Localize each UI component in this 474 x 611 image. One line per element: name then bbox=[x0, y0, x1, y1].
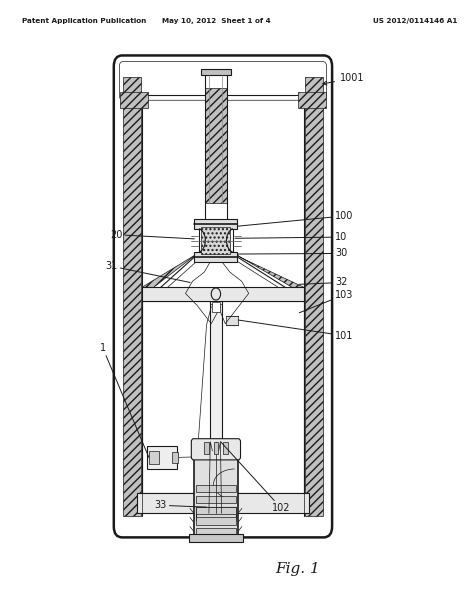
Text: 100: 100 bbox=[237, 211, 354, 226]
Text: 103: 103 bbox=[299, 290, 354, 313]
Text: 1001: 1001 bbox=[323, 73, 365, 85]
Text: 33: 33 bbox=[155, 500, 207, 510]
Polygon shape bbox=[235, 254, 304, 287]
Bar bbox=[173, 452, 178, 463]
Bar bbox=[123, 77, 141, 516]
Text: 20: 20 bbox=[110, 230, 194, 240]
Bar bbox=[223, 442, 228, 454]
Text: 10: 10 bbox=[235, 232, 347, 242]
Bar bbox=[194, 219, 237, 229]
Bar bbox=[196, 485, 236, 492]
Bar bbox=[120, 92, 148, 108]
Bar bbox=[149, 451, 159, 464]
Text: 32: 32 bbox=[299, 277, 348, 288]
Text: 102: 102 bbox=[220, 442, 291, 513]
Polygon shape bbox=[142, 254, 197, 287]
Bar bbox=[142, 301, 304, 493]
FancyBboxPatch shape bbox=[191, 439, 240, 460]
Bar bbox=[194, 252, 237, 262]
Text: May 10, 2012  Sheet 1 of 4: May 10, 2012 Sheet 1 of 4 bbox=[162, 18, 270, 24]
Text: 30: 30 bbox=[237, 249, 347, 258]
Bar bbox=[196, 518, 236, 525]
Bar bbox=[194, 445, 238, 541]
Text: US 2012/0114146 A1: US 2012/0114146 A1 bbox=[373, 18, 457, 24]
Bar bbox=[146, 446, 177, 469]
Text: 31: 31 bbox=[105, 261, 190, 282]
Bar bbox=[305, 77, 323, 516]
Text: Fig. 1: Fig. 1 bbox=[275, 562, 320, 576]
Bar bbox=[189, 535, 243, 541]
Bar bbox=[199, 224, 233, 257]
FancyBboxPatch shape bbox=[119, 62, 327, 100]
Bar bbox=[196, 507, 236, 521]
Text: 101: 101 bbox=[238, 320, 354, 341]
Bar bbox=[142, 287, 304, 301]
Bar bbox=[201, 70, 231, 75]
Text: Patent Application Publication: Patent Application Publication bbox=[21, 18, 146, 24]
Bar bbox=[214, 442, 218, 454]
Bar bbox=[196, 529, 236, 536]
Bar bbox=[201, 227, 230, 254]
Bar bbox=[196, 496, 236, 503]
Bar bbox=[212, 302, 219, 312]
Bar bbox=[196, 507, 236, 514]
Bar bbox=[202, 221, 229, 229]
Bar bbox=[298, 92, 326, 108]
Bar bbox=[205, 87, 227, 203]
Bar bbox=[204, 442, 209, 454]
Bar bbox=[210, 304, 222, 490]
Text: 1: 1 bbox=[100, 343, 149, 458]
Bar bbox=[227, 316, 238, 325]
FancyBboxPatch shape bbox=[114, 56, 332, 538]
Bar bbox=[137, 493, 309, 513]
